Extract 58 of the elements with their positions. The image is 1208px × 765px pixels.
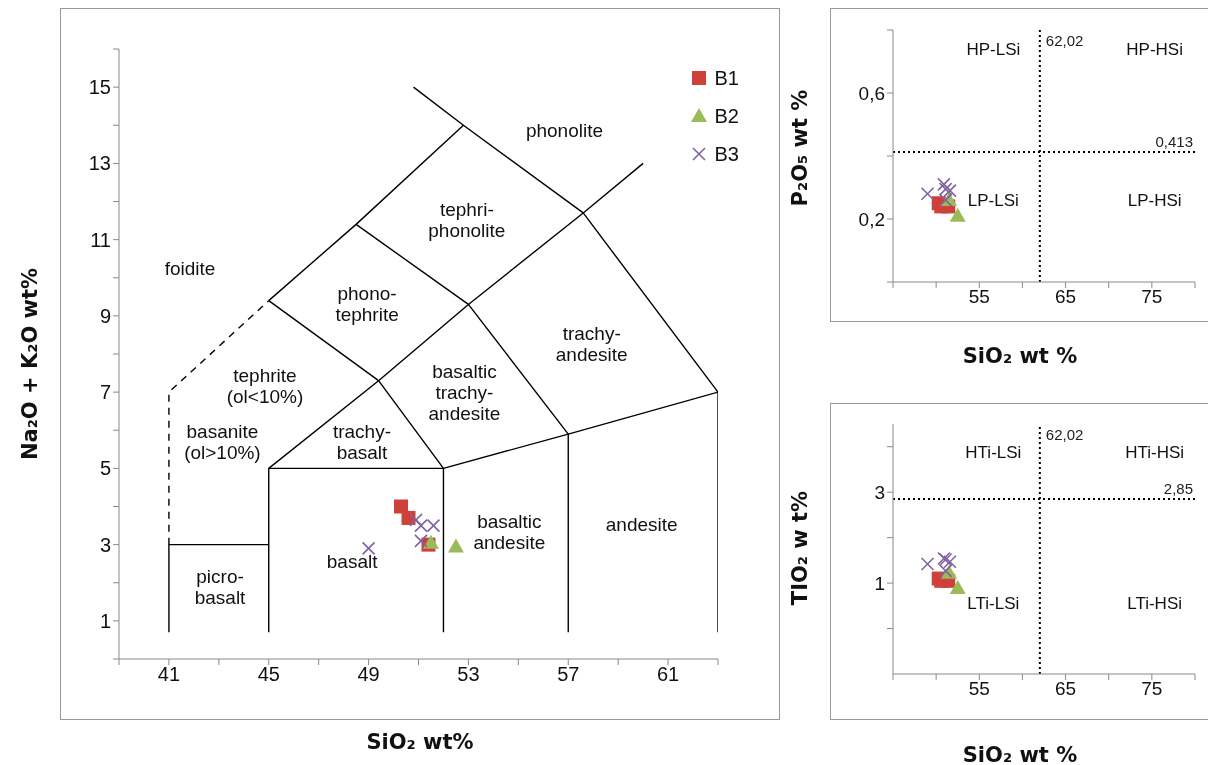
ref-line-label: 0,413 xyxy=(1155,132,1193,150)
x-tick-label: 61 xyxy=(656,663,680,686)
annotation: LP-HSi xyxy=(1127,190,1182,211)
legend-label: B3 xyxy=(714,142,739,166)
x-tick-label: 55 xyxy=(968,286,990,308)
legend-label: B1 xyxy=(714,66,739,90)
annotation: andesite xyxy=(605,513,678,536)
x-axis-title: SiO₂ wt % xyxy=(961,344,1079,368)
annotation: HP-LSi xyxy=(966,39,1021,60)
x-tick-label: 75 xyxy=(1141,286,1163,308)
annotation: basalt xyxy=(326,550,378,573)
y-tick-label: 11 xyxy=(90,228,111,251)
x-axis-title: SiO₂ wt% xyxy=(365,730,475,754)
annotation: HTi-LSi xyxy=(965,442,1022,463)
annotation: foidite xyxy=(164,257,216,280)
y-tick-label: 1 xyxy=(874,572,885,594)
y-tick-label: 7 xyxy=(99,381,111,404)
y-axis-title: P₂O₅ wt % xyxy=(788,89,812,207)
ref-line-label: 2,85 xyxy=(1163,480,1193,497)
x-tick-label: 55 xyxy=(968,678,990,700)
annotation: trachy- basalt xyxy=(332,421,392,465)
x-tick-label: 45 xyxy=(257,663,280,686)
annotation: tephri- phonolite xyxy=(428,199,506,243)
ref-line-label: 62,02 xyxy=(1045,32,1084,49)
y-tick-label: 5 xyxy=(99,457,111,480)
annotation: basaltic trachy- andesite xyxy=(428,360,501,425)
annotation: HP-HSi xyxy=(1126,39,1183,60)
y-tick-label: 1 xyxy=(99,609,111,632)
ref-line-label: 62,02 xyxy=(1045,426,1084,443)
annotation: tephrite (ol<10%) xyxy=(226,365,304,408)
legend-label: B2 xyxy=(714,104,739,128)
x-tick-label: 41 xyxy=(157,663,181,686)
annotation: picro- basalt xyxy=(194,566,246,610)
x-tick-label: 49 xyxy=(357,663,380,686)
y-tick-label: 0,6 xyxy=(858,82,885,104)
annotation: phono- tephrite xyxy=(335,282,399,326)
y-axis-title: TIO₂ w t% xyxy=(788,490,812,606)
annotation: LTi-LSi xyxy=(967,593,1020,614)
annotation: phonolite xyxy=(525,119,604,142)
y-tick-label: 15 xyxy=(88,76,111,99)
y-tick-label: 0,2 xyxy=(858,208,885,230)
annotation: HTi-HSi xyxy=(1125,442,1185,463)
x-tick-label: 65 xyxy=(1055,678,1077,700)
y-tick-label: 9 xyxy=(99,304,111,327)
x-axis-title: SiO₂ wt % xyxy=(961,743,1079,765)
x-tick-label: 65 xyxy=(1055,286,1077,308)
y-axis-title: Na₂O + K₂O wt% xyxy=(18,267,42,461)
annotation: basanite (ol>10%) xyxy=(184,421,261,465)
y-tick-label: 13 xyxy=(88,152,111,175)
x-tick-label: 75 xyxy=(1141,678,1163,700)
annotation: basaltic andesite xyxy=(473,511,546,555)
annotation: LP-LSi xyxy=(967,190,1019,211)
x-tick-label: 57 xyxy=(557,663,580,686)
y-tick-label: 3 xyxy=(874,481,885,503)
y-tick-label: 3 xyxy=(99,533,111,556)
x-tick-label: 53 xyxy=(457,663,480,686)
annotation: trachy- andesite xyxy=(555,323,628,367)
annotation: LTi-HSi xyxy=(1127,593,1183,614)
